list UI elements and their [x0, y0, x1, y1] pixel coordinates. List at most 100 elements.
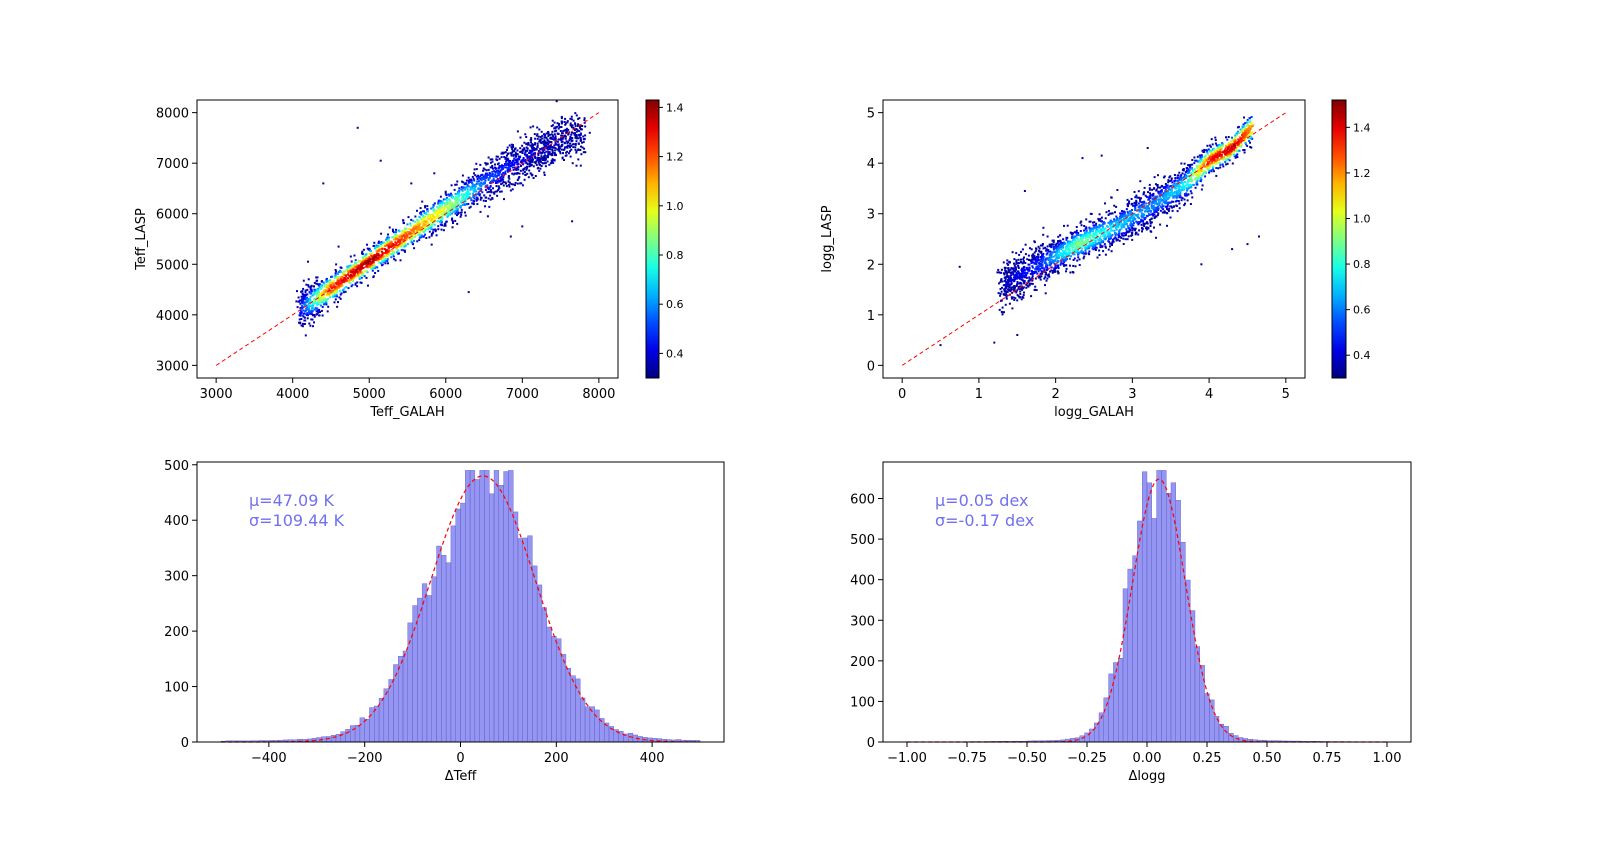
- data-point: [500, 166, 503, 169]
- data-point: [418, 223, 421, 226]
- data-point: [1219, 146, 1221, 149]
- data-point: [574, 136, 577, 138]
- data-point: [462, 181, 465, 184]
- data-point: [507, 183, 510, 186]
- data-point: [546, 160, 549, 163]
- data-point: [316, 276, 319, 279]
- data-point: [1184, 194, 1187, 197]
- data-point: [424, 223, 427, 226]
- data-point: [1080, 242, 1082, 245]
- data-point: [1024, 262, 1027, 264]
- data-point: [1182, 176, 1185, 179]
- data-point: [432, 221, 435, 224]
- data-point: [1122, 225, 1125, 228]
- data-point: [410, 232, 413, 235]
- data-point: [1173, 182, 1176, 185]
- data-point: [385, 251, 387, 254]
- data-point: [378, 249, 381, 252]
- data-point: [1243, 127, 1246, 130]
- data-point: [1190, 177, 1193, 180]
- data-point: [321, 305, 324, 308]
- data-point: [1068, 257, 1071, 260]
- data-point: [319, 288, 322, 290]
- data-point: [1014, 270, 1017, 273]
- data-point: [409, 224, 412, 227]
- data-point: [999, 280, 1002, 283]
- data-point: [369, 253, 372, 256]
- data-point: [1116, 225, 1119, 228]
- data-point: [429, 223, 432, 226]
- data-point: [563, 121, 566, 123]
- data-point: [408, 233, 411, 236]
- data-point: [561, 140, 564, 143]
- data-point: [405, 233, 408, 236]
- data-point: [1173, 205, 1175, 208]
- data-point: [1145, 222, 1148, 225]
- data-point: [1087, 232, 1089, 235]
- data-point: [1214, 142, 1217, 145]
- data-point: [529, 126, 532, 129]
- data-point: [353, 272, 356, 275]
- data-point: [1073, 257, 1076, 260]
- data-point: [1190, 180, 1193, 183]
- data-point: [306, 288, 309, 291]
- data-point: [1132, 204, 1135, 207]
- data-point: [1103, 222, 1106, 224]
- data-point: [1142, 202, 1145, 205]
- data-point: [354, 259, 357, 262]
- data-point: [504, 170, 507, 173]
- data-point: [1114, 226, 1117, 229]
- data-point: [455, 183, 458, 186]
- data-point: [1145, 195, 1148, 198]
- data-point: [495, 180, 498, 183]
- data-point: [469, 205, 472, 208]
- data-point: [425, 213, 428, 215]
- data-point: [1039, 262, 1042, 265]
- data-point: [305, 296, 308, 299]
- data-point: [338, 296, 341, 299]
- data-point: [483, 177, 486, 180]
- data-point: [497, 172, 500, 175]
- data-point: [329, 285, 332, 288]
- data-point: [1002, 293, 1005, 296]
- data-point: [304, 310, 307, 313]
- data-point: [1094, 239, 1097, 242]
- data-point: [484, 200, 487, 202]
- data-point: [1050, 269, 1053, 272]
- data-point: [303, 302, 305, 305]
- data-point: [1226, 162, 1229, 165]
- data-point: [1181, 182, 1184, 185]
- data-point: [1080, 220, 1083, 223]
- data-point: [472, 189, 475, 192]
- data-point: [422, 224, 425, 227]
- data-point: [1007, 269, 1010, 271]
- data-point: [1109, 245, 1111, 248]
- data-point: [1206, 167, 1209, 170]
- data-point: [560, 117, 563, 120]
- data-point: [1144, 194, 1147, 197]
- data-point: [1118, 217, 1121, 220]
- data-point: [350, 266, 352, 269]
- data-point: [403, 245, 406, 248]
- data-point: [411, 234, 414, 237]
- data-point: [1246, 123, 1249, 126]
- data-point: [1051, 269, 1054, 272]
- data-point: [338, 271, 340, 273]
- data-point: [449, 193, 452, 196]
- data-point: [1107, 209, 1110, 212]
- data-point: [1182, 184, 1185, 187]
- data-point: [572, 146, 575, 149]
- data-point: [1179, 189, 1182, 192]
- data-point: [304, 289, 307, 292]
- data-point: [1070, 241, 1073, 244]
- data-point: [424, 215, 426, 218]
- data-point: [525, 142, 528, 145]
- data-point: [352, 272, 355, 275]
- data-point: [524, 133, 527, 136]
- data-point: [456, 180, 459, 183]
- data-point: [1019, 292, 1022, 295]
- data-point: [507, 167, 510, 170]
- data-point: [504, 157, 507, 160]
- data-point: [491, 174, 494, 177]
- data-point: [1120, 227, 1123, 230]
